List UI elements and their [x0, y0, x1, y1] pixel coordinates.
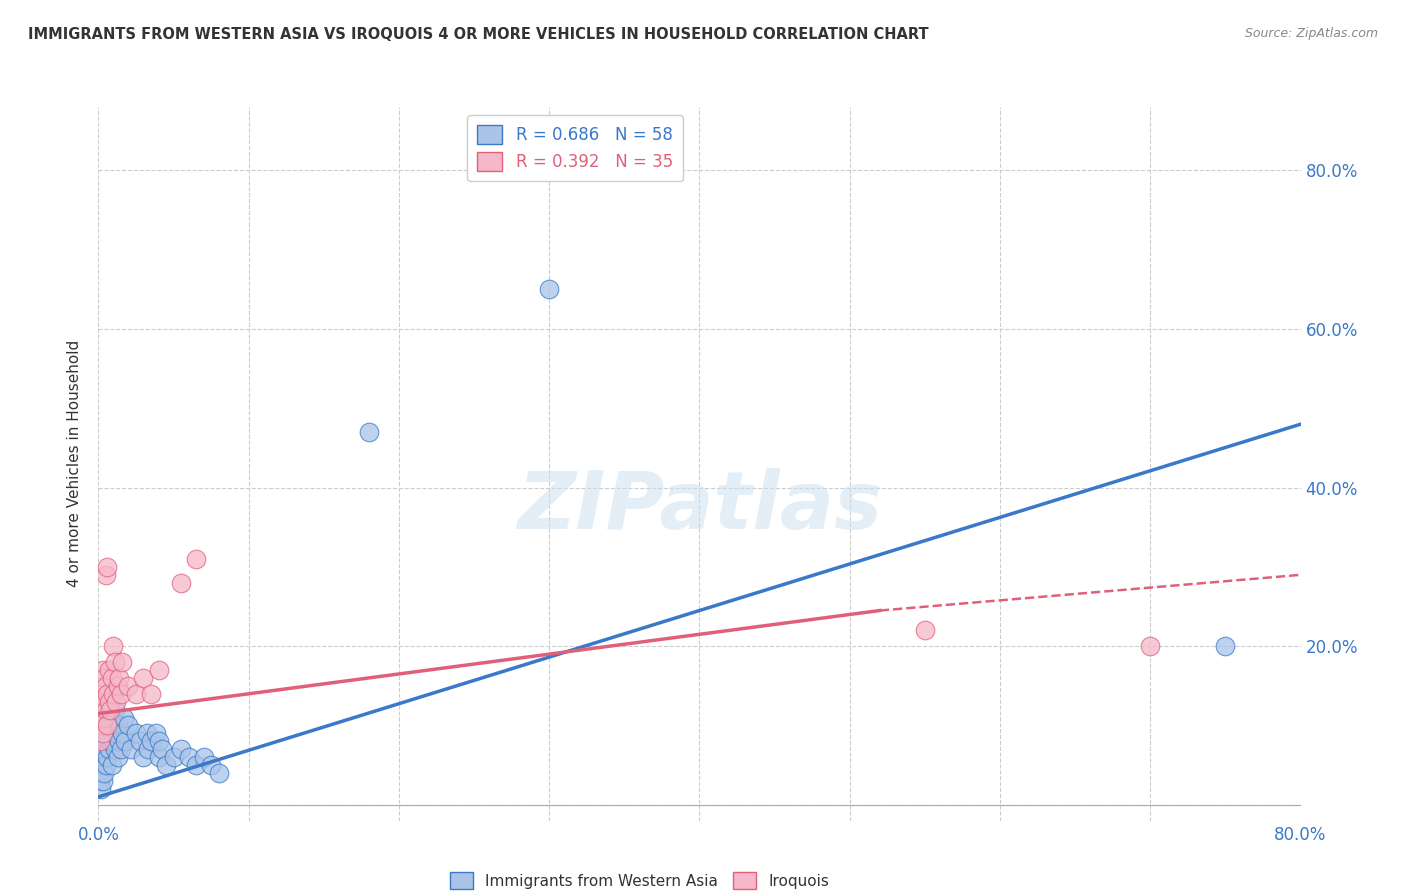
Point — [129, 734, 152, 748]
Point — [91, 663, 114, 677]
Point — [97, 695, 120, 709]
Point — [101, 726, 124, 740]
Point — [103, 687, 125, 701]
Point — [162, 750, 184, 764]
Point — [132, 750, 155, 764]
Point — [170, 742, 193, 756]
Point — [155, 758, 177, 772]
Point — [111, 655, 134, 669]
Point — [94, 567, 117, 582]
Point — [193, 750, 215, 764]
Text: IMMIGRANTS FROM WESTERN ASIA VS IROQUOIS 4 OR MORE VEHICLES IN HOUSEHOLD CORRELA: IMMIGRANTS FROM WESTERN ASIA VS IROQUOIS… — [28, 27, 929, 42]
Text: ZIPatlas: ZIPatlas — [517, 467, 882, 546]
Point — [89, 774, 111, 789]
Point — [208, 766, 231, 780]
Point — [184, 552, 207, 566]
Point — [121, 742, 143, 756]
Point — [170, 575, 193, 590]
Point — [110, 687, 132, 701]
Point — [1139, 639, 1161, 653]
Point — [136, 742, 159, 756]
Point — [93, 766, 115, 780]
Point — [100, 734, 122, 748]
Point — [105, 726, 128, 740]
Point — [96, 703, 118, 717]
Point — [101, 758, 124, 772]
Point — [104, 703, 127, 717]
Point — [91, 742, 114, 756]
Point — [93, 710, 115, 724]
Point — [94, 703, 117, 717]
Point — [96, 750, 118, 764]
Point — [184, 758, 207, 772]
Point — [91, 695, 114, 709]
Point — [139, 734, 162, 748]
Point — [94, 710, 117, 724]
Point — [97, 742, 120, 756]
Text: Source: ZipAtlas.com: Source: ZipAtlas.com — [1244, 27, 1378, 40]
Point — [90, 687, 112, 701]
Point — [91, 726, 114, 740]
Point — [93, 671, 115, 685]
Point — [103, 734, 125, 748]
Legend: Immigrants from Western Asia, Iroquois: Immigrants from Western Asia, Iroquois — [444, 866, 835, 892]
Point — [107, 750, 129, 764]
Point — [139, 687, 162, 701]
Point — [97, 695, 120, 709]
Point — [105, 695, 128, 709]
Point — [108, 734, 131, 748]
Point — [100, 718, 122, 732]
Point — [132, 671, 155, 685]
Point — [148, 734, 170, 748]
Point — [90, 718, 112, 732]
Point — [117, 718, 139, 732]
Point — [91, 774, 114, 789]
Point — [145, 726, 167, 740]
Point — [90, 750, 112, 764]
Point — [125, 726, 148, 740]
Point — [111, 726, 134, 740]
Point — [91, 726, 114, 740]
Point — [89, 734, 111, 748]
Point — [104, 655, 127, 669]
Point — [97, 710, 120, 724]
Point — [117, 679, 139, 693]
Point — [1215, 639, 1237, 653]
Point — [96, 560, 118, 574]
Point — [538, 282, 561, 296]
Point — [94, 758, 117, 772]
Point — [357, 425, 380, 439]
Point — [96, 734, 118, 748]
Point — [94, 726, 117, 740]
Point — [150, 742, 173, 756]
Point — [89, 758, 111, 772]
Point — [107, 718, 129, 732]
Point — [104, 742, 127, 756]
Point — [114, 734, 136, 748]
Point — [90, 781, 112, 796]
Y-axis label: 4 or more Vehicles in Household: 4 or more Vehicles in Household — [67, 340, 83, 588]
Point — [148, 663, 170, 677]
Point — [108, 671, 131, 685]
Point — [177, 750, 200, 764]
Point — [112, 710, 135, 724]
Point — [135, 726, 157, 740]
Point — [148, 750, 170, 764]
Point — [94, 679, 117, 693]
Point — [914, 624, 936, 638]
Point — [101, 671, 124, 685]
Point — [93, 718, 115, 732]
Point — [200, 758, 222, 772]
Point — [96, 687, 118, 701]
Point — [103, 639, 125, 653]
Point — [93, 734, 115, 748]
Point — [107, 679, 129, 693]
Point — [97, 663, 120, 677]
Point — [103, 710, 125, 724]
Point — [125, 687, 148, 701]
Point — [110, 742, 132, 756]
Point — [100, 703, 122, 717]
Point — [96, 718, 118, 732]
